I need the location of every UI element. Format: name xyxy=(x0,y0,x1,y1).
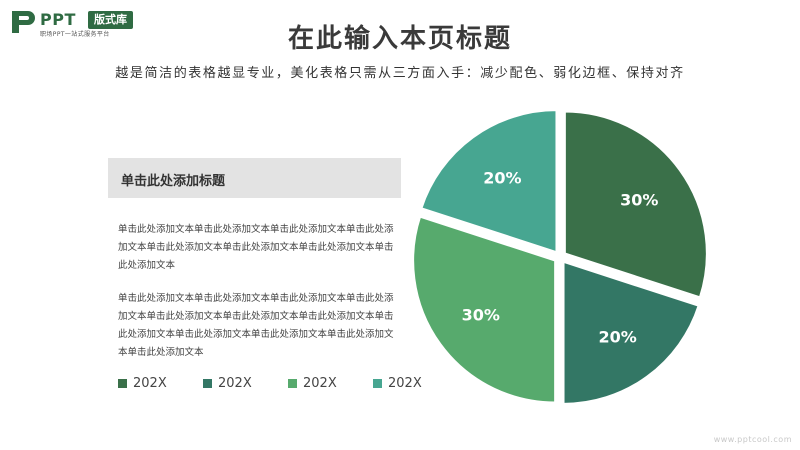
logo-brand-text: PPT xyxy=(40,10,76,29)
page-subtitle[interactable]: 越是简洁的表格越显专业，美化表格只需从三方面入手：减少配色、弱化边框、保持对齐 xyxy=(115,66,685,81)
watermark: www.pptcool.com xyxy=(713,435,792,444)
legend-swatch xyxy=(203,379,212,388)
ppt-logo-icon xyxy=(12,11,35,33)
logo-badge: 版式库 xyxy=(88,11,133,29)
legend-label: 202X xyxy=(303,376,337,391)
pie-slice-label: 30% xyxy=(620,190,658,209)
pie-slice xyxy=(420,109,558,254)
pie-slice-label: 20% xyxy=(598,327,636,346)
body-paragraph-1[interactable]: 单击此处添加文本单击此处添加文本单击此处添加文本单击此处添加文本单击此处添加文本… xyxy=(118,224,394,271)
pie-slice-label: 30% xyxy=(462,306,500,325)
brand-logo: PPT 版式库 职场PPT一站式服务平台 xyxy=(10,8,150,38)
pie-slice-label: 20% xyxy=(483,169,521,188)
text-box-title: 单击此处添加标题 xyxy=(121,174,226,189)
pie-slice xyxy=(412,215,557,404)
page-title[interactable]: 在此输入本页标题 xyxy=(287,24,512,54)
text-box-title-bar[interactable]: 单击此处添加标题 xyxy=(108,158,401,198)
legend-label: 202X xyxy=(133,376,167,391)
pie-slice xyxy=(563,110,708,299)
legend-swatch xyxy=(373,379,382,388)
legend-label: 202X xyxy=(388,376,422,391)
body-paragraph-2[interactable]: 单击此处添加文本单击此处添加文本单击此处添加文本单击此处添加文本单击此处添加文本… xyxy=(118,293,394,358)
legend-swatch xyxy=(288,379,297,388)
pie-slice xyxy=(562,260,700,405)
legend-swatch xyxy=(118,379,127,388)
pie-chart: 30% 20% 30% 20% xyxy=(412,109,708,405)
legend-label: 202X xyxy=(218,376,252,391)
logo-tagline: 职场PPT一站式服务平台 xyxy=(40,31,110,38)
